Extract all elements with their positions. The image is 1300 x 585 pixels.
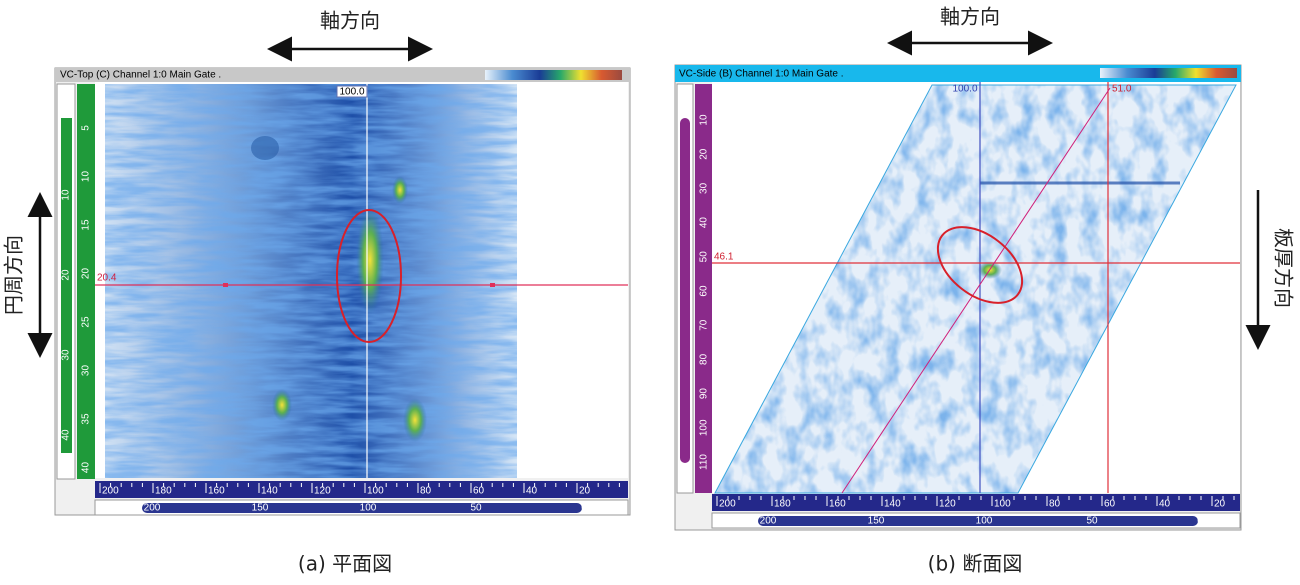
cursor-marker xyxy=(490,283,495,287)
ruler-label: 160 xyxy=(208,486,225,497)
scroll-label: 50 xyxy=(470,503,482,514)
ruler-label: 5 xyxy=(81,125,92,131)
caption: (a) 平面図 xyxy=(298,552,392,576)
ruler-label: 110 xyxy=(699,454,710,470)
cursor-label: 100.0 xyxy=(339,87,364,98)
ruler-label: 120 xyxy=(314,486,331,497)
ruler-label: 80 xyxy=(699,353,710,365)
ruler-label: 90 xyxy=(699,388,710,400)
ruler-label: 120 xyxy=(939,499,956,510)
ruler-label: 140 xyxy=(261,486,278,497)
ruler-label: 60 xyxy=(1104,499,1116,510)
ruler-label: 60 xyxy=(473,486,485,497)
scroll-label: 50 xyxy=(1086,516,1098,527)
ruler-label: 15 xyxy=(81,219,92,231)
color-bar xyxy=(485,70,622,80)
ruler-label: 10 xyxy=(699,114,710,126)
cursor-label: 100.0 xyxy=(952,84,977,95)
body: 軸方向 軸方向 円周方向 板厚方向 (a) 平面図 (b) 断面図 VC-Top… xyxy=(0,0,1300,581)
v-ruler-outer-bar xyxy=(61,118,72,453)
scroll-label: 200 xyxy=(760,516,777,527)
ruler-label: 200 xyxy=(719,499,736,510)
ruler-label: 20 xyxy=(699,148,710,160)
cursor-marker xyxy=(223,283,228,287)
panel-a xyxy=(55,68,630,515)
window-title: VC-Side (B) Channel 1:0 Main Gate . xyxy=(679,69,844,80)
ruler-label: 20 xyxy=(1214,499,1226,510)
ruler-label: 80 xyxy=(420,486,432,497)
indication xyxy=(251,136,279,160)
h-ruler xyxy=(95,481,628,498)
ruler-label: 70 xyxy=(699,319,710,331)
cursor-label: 46.1 xyxy=(714,252,734,263)
scan-texture xyxy=(105,84,517,478)
ruler-label: 50 xyxy=(699,251,710,263)
scroll-label: 100 xyxy=(976,516,993,527)
ruler-label: 20 xyxy=(579,486,591,497)
scroll-label: 200 xyxy=(144,503,161,514)
side-label: 円周方向 xyxy=(2,235,26,315)
page: {"panels": [ {"axis_label": "軸方向", "side… xyxy=(0,0,1300,581)
ruler-label: 180 xyxy=(774,499,791,510)
color-bar xyxy=(1100,68,1237,78)
ruler-label: 10 xyxy=(61,189,72,201)
ruler-label: 30 xyxy=(81,365,92,377)
cursor-label: 51.0 xyxy=(1112,84,1132,95)
ruler-label: 40 xyxy=(526,486,538,497)
axis-label: 軸方向 xyxy=(940,5,1000,29)
ruler-label: 40 xyxy=(699,217,710,229)
indication xyxy=(272,389,292,421)
indication xyxy=(403,398,427,442)
ruler-label: 30 xyxy=(61,349,72,361)
ruler-label: 100 xyxy=(367,486,384,497)
scroll-label: 0 xyxy=(581,503,587,514)
indication xyxy=(356,205,384,315)
ruler-label: 20 xyxy=(61,269,72,281)
ruler-label: 80 xyxy=(1049,499,1061,510)
side-label: 板厚方向 xyxy=(1272,228,1296,308)
panel-b xyxy=(675,65,1241,530)
scroll-label: 150 xyxy=(868,516,885,527)
ruler-label: 200 xyxy=(102,486,119,497)
ruler-label: 180 xyxy=(155,486,172,497)
indication xyxy=(392,176,408,204)
window-title: VC-Top (C) Channel 1:0 Main Gate . xyxy=(60,70,221,81)
ruler-label: 40 xyxy=(61,429,72,441)
ruler-label: 40 xyxy=(1159,499,1171,510)
ruler-label: 25 xyxy=(81,316,92,328)
scroll-label: 150 xyxy=(252,503,269,514)
caption: (b) 断面図 xyxy=(928,552,1023,576)
ruler-label: 100 xyxy=(994,499,1011,510)
ruler-label: 20 xyxy=(81,268,92,280)
ruler-label: 0 xyxy=(61,112,72,118)
ruler-label: 60 xyxy=(699,285,710,297)
ruler-label: 40 xyxy=(81,462,92,474)
ruler-label: 140 xyxy=(884,499,901,510)
ruler-label: 35 xyxy=(81,413,92,425)
scroll-label: 100 xyxy=(360,503,377,514)
axis-label: 軸方向 xyxy=(320,9,380,33)
v-ruler-outer-bar xyxy=(680,118,690,463)
scroll-label: 0 xyxy=(1197,516,1203,527)
cursor-label: 20.4 xyxy=(97,273,117,284)
ruler-label: 10 xyxy=(81,171,92,183)
ruler-label: 100 xyxy=(699,419,710,436)
ruler-label: 160 xyxy=(829,499,846,510)
figure: 軸方向 軸方向 円周方向 板厚方向 (a) 平面図 (b) 断面図 VC-Top… xyxy=(0,0,1300,581)
ruler-label: 30 xyxy=(699,182,710,194)
